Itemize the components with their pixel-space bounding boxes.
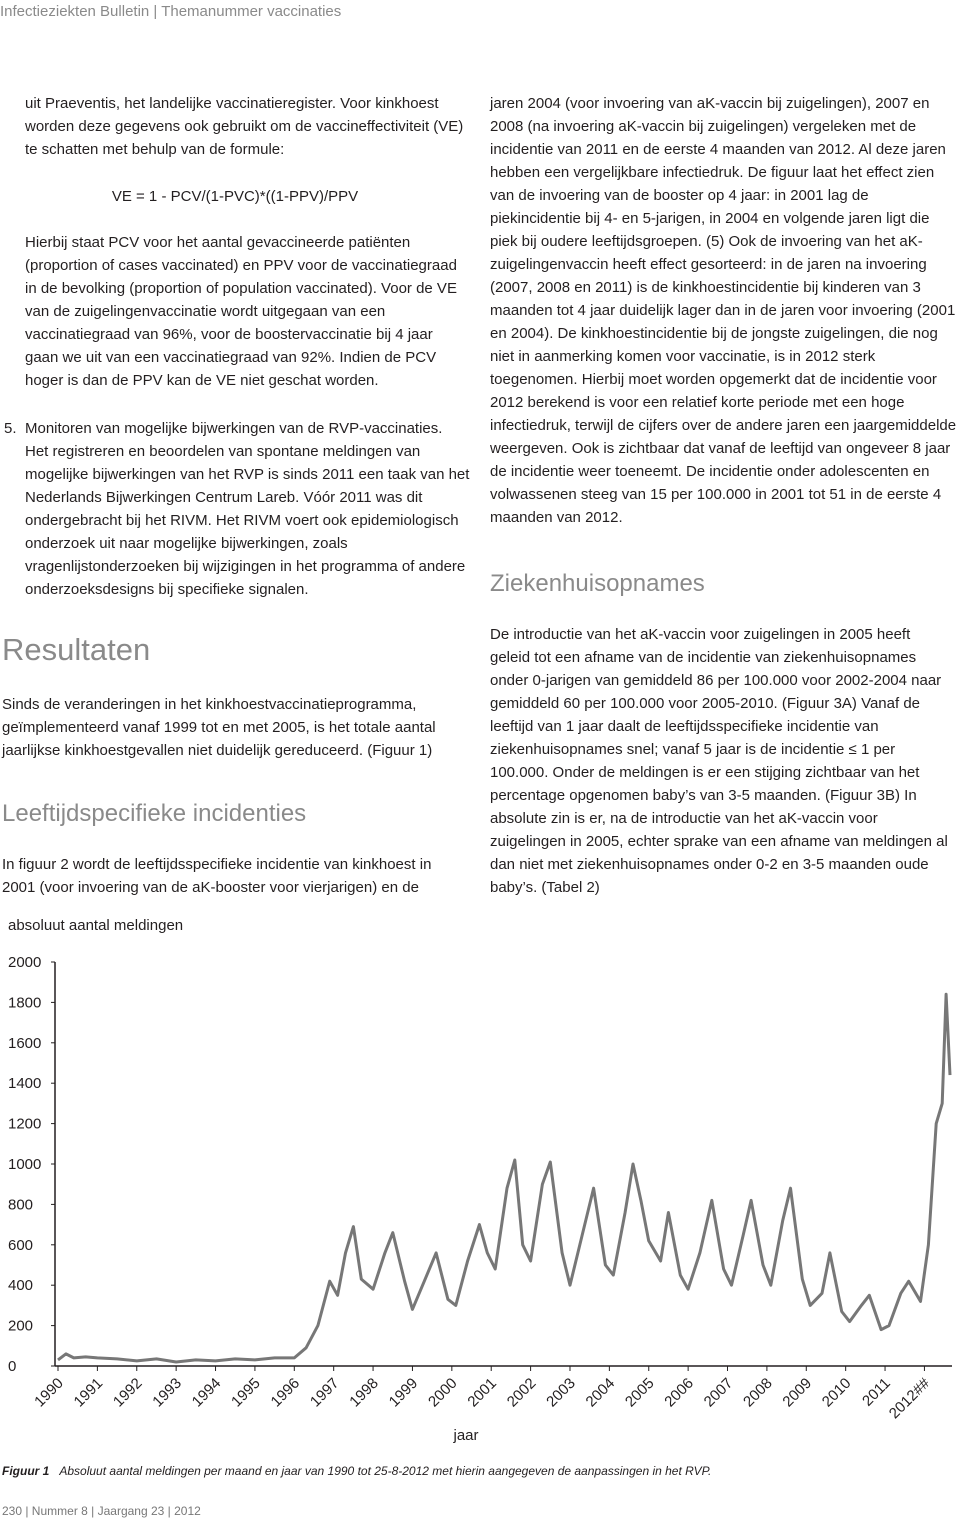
- x-tick-label: 2006: [661, 1375, 697, 1411]
- x-axis-label: jaar: [452, 1427, 478, 1444]
- paragraph: Hierbij staat PCV voor het aantal gevacc…: [25, 234, 457, 389]
- x-tick-label: 1995: [228, 1375, 264, 1411]
- chart: absoluut aantal meldingen jaar 0 200 400 60…: [8, 917, 952, 1444]
- x-tick-label: 1996: [268, 1375, 304, 1411]
- paragraph: De introductie van het aK-vaccin voor zu…: [490, 626, 948, 896]
- y-tick-label: 600: [8, 1237, 33, 1254]
- heading: Resultaten: [2, 632, 151, 667]
- footer: 230 | Nummer 8 | Jaargang 23 | 2012: [2, 1504, 201, 1518]
- y-tick-label: 1200: [8, 1116, 41, 1133]
- y-tick-label: 1800: [8, 994, 41, 1011]
- paragraph: uit Praeventis, het landelijke vaccinati…: [25, 95, 464, 158]
- y-tick-label: 2000: [8, 954, 41, 971]
- y-tick-label: 800: [8, 1196, 33, 1213]
- x-tick-label: 1993: [149, 1375, 185, 1411]
- x-tick-label: 2009: [779, 1375, 815, 1411]
- x-tick-label: 2002: [504, 1375, 540, 1411]
- paragraph: Het registreren en beoordelen van sponta…: [25, 443, 470, 598]
- x-tick-label: 2004: [583, 1375, 619, 1411]
- x-tick-label: 1998: [346, 1375, 382, 1411]
- paragraph: Sinds de veranderingen in het kinkhoestv…: [2, 696, 436, 759]
- x-tick-label: 1999: [386, 1375, 422, 1411]
- list-number: 5.: [4, 420, 17, 437]
- y-tick-label: 1600: [8, 1035, 41, 1052]
- x-tick-label: 2012##: [886, 1374, 934, 1422]
- x-tick-label: 1994: [189, 1375, 225, 1411]
- y-tick-label: 1400: [8, 1075, 41, 1092]
- caption-text: Absoluut aantal meldingen per maand en j…: [59, 1464, 712, 1478]
- data-line: [57, 992, 952, 1364]
- paragraph: In figuur 2 wordt de leeftijdsspecifieke…: [2, 856, 432, 896]
- paragraph: jaren 2004 (voor invoering van aK-vaccin…: [490, 95, 957, 526]
- x-tick-label: 1990: [31, 1375, 67, 1411]
- x-tick-label: 2001: [464, 1375, 500, 1411]
- x-tick-label: 2007: [701, 1375, 737, 1411]
- x-tick-label: 2003: [543, 1375, 579, 1411]
- x-tick-label: 1997: [307, 1375, 343, 1411]
- x-tick-label: 1992: [110, 1375, 146, 1411]
- y-tick-label: 200: [8, 1318, 33, 1335]
- heading: Ziekenhuisopnames: [490, 570, 705, 597]
- y-tick-label: 400: [8, 1277, 33, 1294]
- header: Infectieziekten Bulletin | Themanummer v…: [0, 3, 342, 20]
- y-tick-label: 0: [8, 1358, 16, 1375]
- y-tick-label: 1000: [8, 1156, 41, 1173]
- x-tick-label: 2010: [819, 1375, 855, 1411]
- x-tick-label: 2011: [859, 1375, 894, 1410]
- formula: VE = 1 - PCV/(1-PVC)*((1-PPV)/PPV: [111, 188, 359, 205]
- x-tick-label: 2008: [740, 1375, 776, 1411]
- y-axis-label: absoluut aantal meldingen: [8, 917, 183, 934]
- caption-label: Figuur 1: [2, 1464, 50, 1478]
- list-title: Monitoren van mogelijke bijwerkingen van…: [25, 420, 443, 437]
- x-tick-label: 2005: [622, 1375, 658, 1411]
- x-tick-label: 2000: [425, 1375, 461, 1411]
- x-tick-label: 1991: [71, 1375, 107, 1411]
- heading: Leeftijdspecifieke incidenties: [2, 800, 307, 827]
- caption: Figuur 1 Absoluut aantal meldingen per m…: [2, 1460, 960, 1483]
